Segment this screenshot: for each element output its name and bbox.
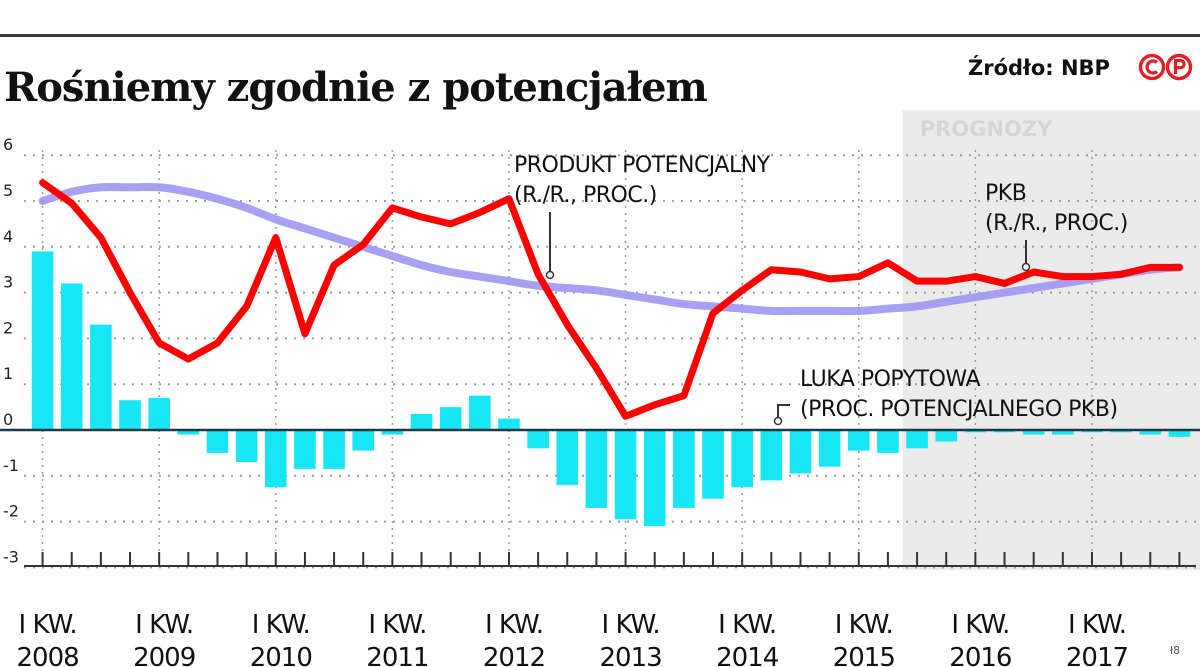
gap-bar [148, 397, 170, 430]
gap-bar [906, 430, 928, 449]
x-tick-label-year: 2017 [1066, 643, 1128, 667]
x-tick-label: I KW. [835, 610, 893, 640]
gap-bar [469, 395, 491, 430]
gap-bar [1139, 430, 1162, 435]
x-tick-label: I KW. [135, 610, 193, 640]
y-tick-label: 0 [3, 410, 13, 429]
gap-bar [235, 430, 258, 463]
x-tick-label: I KW. [252, 610, 310, 640]
x-tick-label-year: 2009 [133, 643, 195, 667]
corner-mark: ł8 [1170, 644, 1181, 657]
y-tick-label: -1 [3, 456, 19, 475]
x-tick-label-year: 2008 [16, 643, 78, 667]
gdp-label-line2: (R./R., PROC.) [985, 211, 1128, 236]
gap-leader-dot [773, 416, 783, 426]
gdp-label: PKB [985, 181, 1026, 206]
gap-bar [585, 430, 608, 508]
y-tick-label: 2 [3, 318, 13, 337]
gap-bar [119, 400, 141, 430]
chart-title: Rośniemy zgodnie z potencjałem [4, 64, 708, 111]
y-tick-label: -3 [3, 547, 19, 566]
gap-bar [294, 430, 316, 469]
x-tick-label-year: 2014 [716, 643, 779, 667]
gap-bar [731, 430, 753, 488]
gap-bar [60, 283, 83, 430]
gap-bar [264, 430, 287, 488]
chart-area: PROGNOZY 6 5 4 3 2 1 0 -1 -2 -3 I KW. 2008 I KW. 200… [0, 110, 1200, 667]
potential-output-label: PRODUKT POTENCJALNY [514, 153, 771, 178]
y-tick-label: 5 [3, 181, 13, 200]
x-tick-label: I KW. [1068, 610, 1126, 640]
top-rule [0, 34, 1200, 37]
gap-label-line2: (PROC. POTENCJALNEGO PKB) [800, 397, 1118, 422]
gdp-leader-dot [1021, 262, 1031, 272]
gap-bar [673, 430, 695, 508]
gap-bar [877, 430, 899, 453]
gap-bar [90, 324, 112, 430]
gap-bar [556, 430, 579, 485]
x-tick-label-year: 2016 [949, 643, 1011, 667]
gap-bar [614, 430, 637, 520]
source-label: Źródło: NBP [968, 56, 1110, 80]
y-tick-label: 6 [3, 135, 13, 154]
gdp-line [39, 179, 1183, 420]
forecast-label: PROGNOZY [920, 117, 1053, 141]
gap-bar [760, 430, 783, 481]
gap-bar [381, 430, 404, 435]
x-tick-label-year: 2012 [483, 643, 545, 667]
gap-bar [410, 413, 433, 430]
x-tick-label-year: 2010 [250, 643, 312, 667]
x-tick-label-year: 2011 [366, 643, 428, 667]
gap-bar [206, 430, 229, 453]
x-tick-label: I KW. [718, 610, 776, 640]
potential-leader-dot [545, 270, 555, 280]
gap-bar [1168, 430, 1191, 437]
gap-bar [818, 430, 841, 467]
gap-bar [498, 418, 520, 430]
y-tick-label: 3 [3, 273, 13, 292]
gap-bar [352, 430, 375, 451]
gap-bar [847, 430, 870, 451]
gap-bar [935, 430, 958, 442]
x-tick-label: I KW. [485, 610, 543, 640]
gap-bar [702, 430, 724, 499]
gap-bar [439, 407, 462, 430]
gap-bar [527, 430, 549, 449]
gap-bar [643, 430, 666, 527]
x-tick-label: I KW. [368, 610, 426, 640]
forecast-band [902, 110, 1200, 570]
x-tick-label: I KW. [951, 610, 1009, 640]
y-tick-label: 1 [3, 364, 13, 383]
gap-bar [31, 251, 54, 430]
gap-leader [777, 404, 790, 418]
x-tick-label-year: 2013 [599, 643, 661, 667]
gap-bar [1022, 430, 1045, 435]
potential-output-label-line2: (R./R., PROC.) [514, 183, 657, 208]
x-tick-label-year: 2015 [833, 643, 895, 667]
gap-bar [1052, 430, 1074, 435]
gap-bar [323, 430, 345, 469]
publisher-logo [1138, 53, 1193, 81]
potential-output-line [38, 182, 1184, 316]
x-tick-label: I KW. [19, 610, 77, 640]
x-tick-label: I KW. [602, 610, 660, 640]
gap-bar [789, 430, 812, 474]
gap-bar [177, 430, 200, 435]
y-tick-label: -2 [3, 502, 19, 521]
y-tick-label: 4 [3, 227, 13, 246]
gap-label: LUKA POPYTOWA [800, 367, 980, 392]
